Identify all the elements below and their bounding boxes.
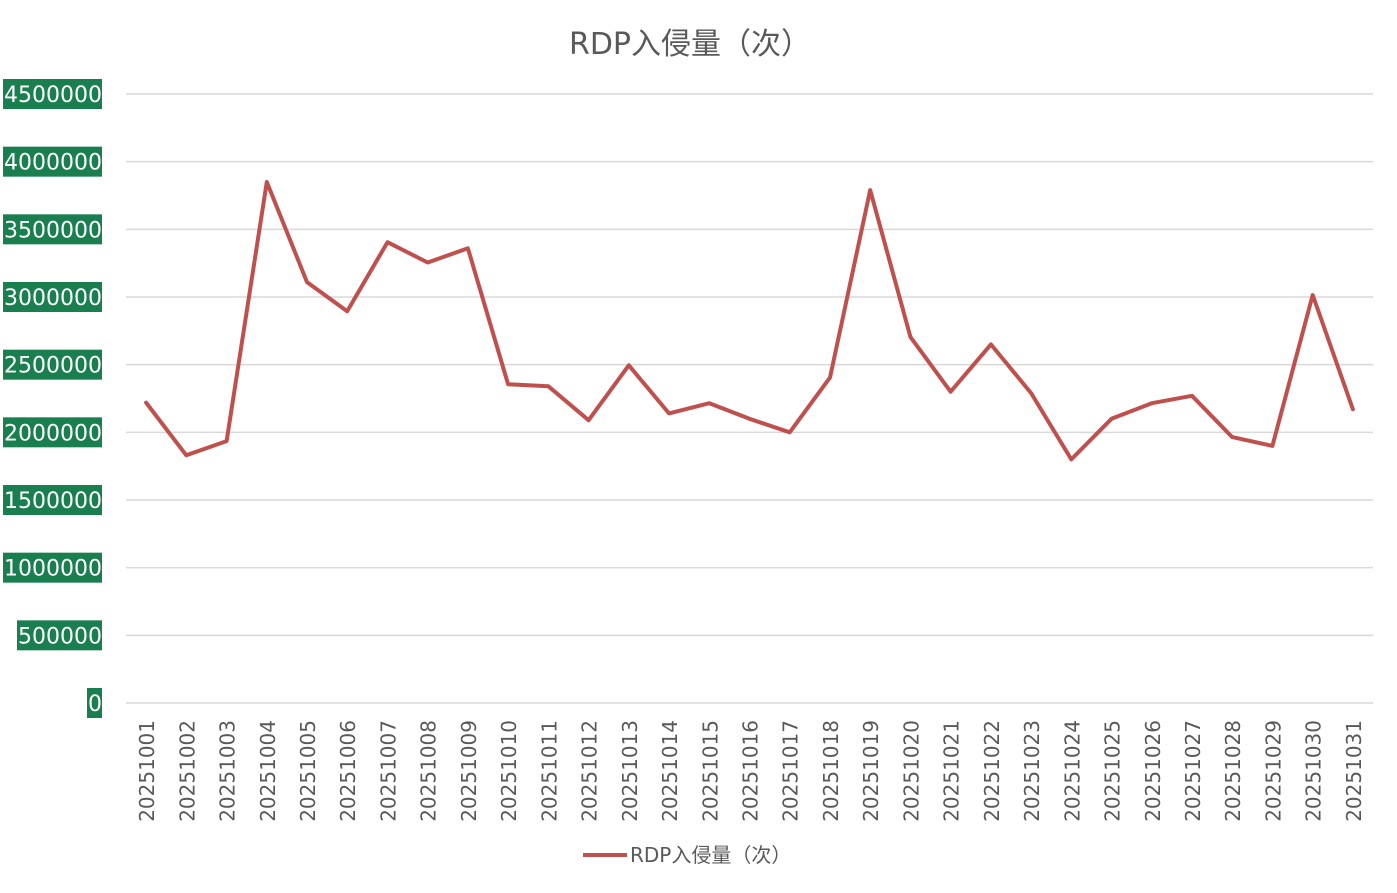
x-tick-label: 20251021 — [940, 720, 964, 822]
y-tick-label-bg — [3, 349, 102, 380]
x-tick-label: 20251014 — [658, 720, 682, 822]
y-tick-label: 3000000 — [4, 286, 102, 311]
x-tick-label: 20251029 — [1261, 720, 1285, 822]
x-tick-label: 20251004 — [256, 720, 280, 822]
x-tick-label: 20251028 — [1221, 720, 1245, 822]
y-tick-label-bg — [17, 620, 102, 651]
x-tick-label: 20251011 — [537, 720, 561, 822]
y-tick-label-bg — [87, 688, 102, 718]
y-tick-label-bg — [3, 79, 102, 109]
x-tick-label: 20251010 — [497, 720, 521, 822]
x-tick-label: 20251005 — [296, 720, 320, 822]
x-tick-label: 20251030 — [1302, 720, 1326, 822]
y-tick-label: 3500000 — [4, 218, 102, 243]
x-tick-label: 20251018 — [819, 720, 843, 822]
x-tick-label: 20251027 — [1181, 720, 1205, 822]
y-tick-label-bg — [3, 485, 102, 515]
x-tick-label: 20251016 — [739, 720, 763, 822]
y-tick-label: 500000 — [18, 624, 102, 649]
series-layer — [144, 180, 1355, 462]
x-tick-label: 20251001 — [135, 720, 159, 822]
x-tick-label: 20251019 — [859, 720, 883, 822]
y-tick-label: 2500000 — [4, 354, 102, 379]
x-tick-label: 20251023 — [1020, 720, 1044, 822]
gridlines — [126, 93, 1373, 704]
x-tick-label: 20251031 — [1342, 720, 1366, 822]
y-tick-label-bg — [3, 214, 102, 245]
legend: RDP入侵量（次） — [583, 843, 791, 867]
y-tick-label: 4000000 — [4, 151, 102, 176]
y-tick-label: 2000000 — [4, 421, 102, 446]
y-tick-label: 0 — [88, 692, 102, 717]
series-line — [144, 180, 1355, 462]
x-tick-label: 20251017 — [779, 720, 803, 822]
x-tick-label: 20251003 — [216, 720, 240, 822]
y-tick-label: 4500000 — [4, 83, 102, 108]
legend-label: RDP入侵量（次） — [630, 843, 791, 867]
x-tick-label: 20251006 — [336, 720, 360, 822]
x-tick-label: 20251002 — [175, 720, 199, 822]
x-tick-label: 20251013 — [618, 720, 642, 822]
y-tick-label-bg — [3, 282, 102, 312]
x-tick-label: 20251020 — [899, 720, 923, 822]
x-tick-label: 20251008 — [417, 720, 441, 822]
x-axis: 20251001 20251002 20251003 20251004 20251005… — [135, 720, 1366, 822]
x-tick-label: 20251026 — [1141, 720, 1165, 822]
x-tick-label: 20251025 — [1101, 720, 1125, 822]
x-tick-label: 20251022 — [980, 720, 1004, 822]
y-axis: 0 500000 1000000 1500000 2000000 2500000 30000… — [3, 79, 102, 718]
y-tick-label: 1000000 — [4, 557, 102, 582]
x-tick-label: 20251007 — [376, 720, 400, 822]
y-tick-label-bg — [3, 146, 102, 177]
x-tick-label: 20251015 — [698, 720, 722, 822]
x-tick-label: 20251009 — [457, 720, 481, 822]
y-tick-label-bg — [3, 552, 102, 583]
chart-title: RDP入侵量（次） — [569, 27, 811, 62]
y-tick-label-bg — [3, 417, 102, 448]
x-tick-label: 20251024 — [1060, 720, 1084, 822]
y-tick-label: 1500000 — [4, 489, 102, 514]
x-tick-label: 20251012 — [578, 720, 602, 822]
